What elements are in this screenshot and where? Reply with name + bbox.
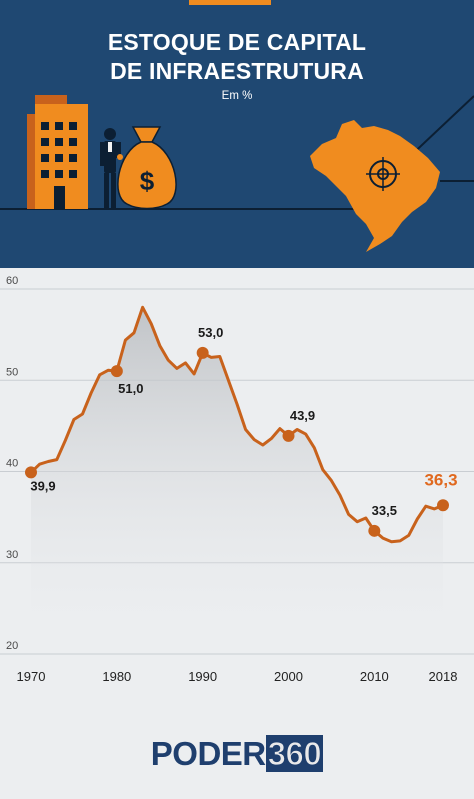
logo-number: 360 xyxy=(265,735,324,772)
line-chart: 20 30 40 50 60 39,9 51,0 53,0 43,9 33,5 36,3 1970… xyxy=(0,268,474,698)
x-tick-label-2000: 2000 xyxy=(274,669,303,684)
y-tick-label-60: 60 xyxy=(6,275,18,287)
businessman-icon xyxy=(100,128,123,208)
area-fill xyxy=(31,307,443,634)
x-tick-label-1970: 1970 xyxy=(17,669,46,684)
data-labels: 39,9 51,0 53,0 43,9 33,5 36,3 xyxy=(30,325,457,518)
chart-subtitle: Em % xyxy=(221,90,253,102)
logo-word: PODER xyxy=(150,735,266,772)
x-tick-label-1980: 1980 xyxy=(102,669,131,684)
data-label-1970: 39,9 xyxy=(30,478,55,493)
y-tick-label-40: 40 xyxy=(6,458,18,470)
data-point-2018 xyxy=(437,499,449,512)
y-tick-label-20: 20 xyxy=(6,640,18,652)
money-bag-icon: $ xyxy=(117,126,177,210)
header-accent-bar xyxy=(189,0,271,5)
chart-canvas: 20 30 40 50 60 39,9 51,0 53,0 43,9 33,5 36,3 1970… xyxy=(0,275,474,684)
chart-title: ESTOQUE DE CAPITAL DE INFRAESTRUTURA xyxy=(0,28,474,86)
money-symbol: $ xyxy=(140,166,155,196)
header-illustration: $ xyxy=(0,95,474,252)
x-tick-label-2010: 2010 xyxy=(360,669,389,684)
footer: PODER360 xyxy=(0,735,474,776)
data-point-2010 xyxy=(368,524,381,537)
x-tick-label-2018: 2018 xyxy=(429,669,458,684)
poder360-logo: PODER360 xyxy=(150,735,324,772)
y-tick-label-30: 30 xyxy=(6,549,18,561)
x-tick-label-1990: 1990 xyxy=(188,669,217,684)
building-icon xyxy=(27,95,88,209)
data-label-2010: 33,5 xyxy=(372,503,397,518)
title-line-2: DE INFRAESTRUTURA xyxy=(110,58,364,84)
data-label-2000: 43,9 xyxy=(290,408,315,423)
data-point-1980 xyxy=(110,365,123,378)
data-point-1970 xyxy=(25,466,37,479)
x-axis-ticks: 1970 1980 1990 2000 2010 2018 xyxy=(17,669,458,684)
brazil-map-icon xyxy=(310,120,440,252)
y-tick-label-50: 50 xyxy=(6,366,18,378)
header-banner: $ ESTOQUE DE CAPITAL DE INFRAESTRUTURA E… xyxy=(0,0,474,268)
data-markers xyxy=(25,346,449,537)
y-axis-ticks: 20 30 40 50 60 xyxy=(6,275,18,652)
data-label-1980: 51,0 xyxy=(118,381,143,396)
title-line-1: ESTOQUE DE CAPITAL xyxy=(107,29,367,55)
data-point-1990 xyxy=(196,346,209,359)
data-point-2000 xyxy=(282,429,295,442)
data-label-1990: 53,0 xyxy=(198,325,223,340)
data-label-2018: 36,3 xyxy=(424,470,457,489)
target-icon xyxy=(366,157,400,191)
